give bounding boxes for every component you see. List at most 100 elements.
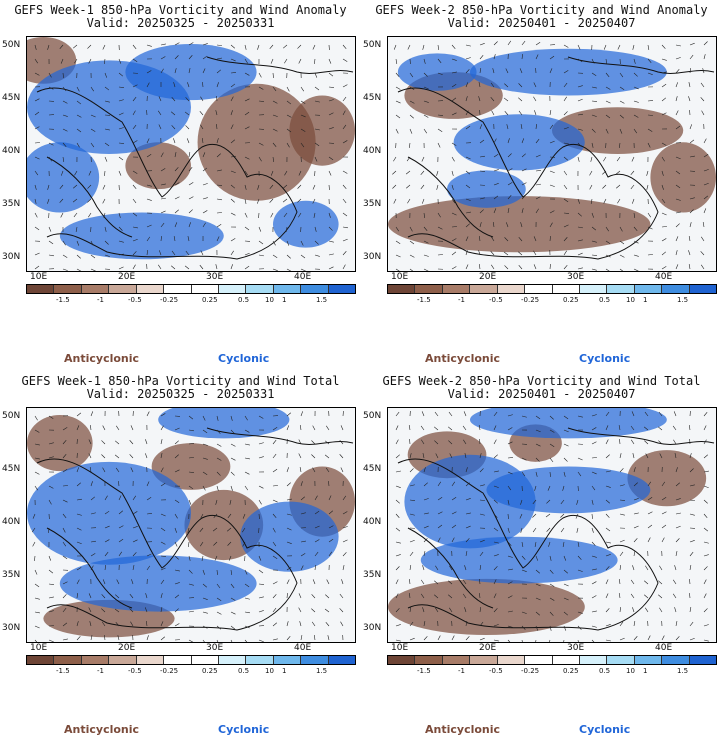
wind-arrow xyxy=(615,170,621,175)
wind-arrow xyxy=(272,439,277,445)
wind-arrow xyxy=(478,82,481,88)
colorbar-label: 1.5 xyxy=(677,296,689,304)
wind-arrow xyxy=(342,110,346,116)
colorbar-swatch xyxy=(136,656,165,664)
wind-arrow xyxy=(605,411,610,417)
wind-arrow xyxy=(521,195,526,200)
wind-arrow xyxy=(188,222,191,228)
wind-arrow xyxy=(341,579,344,585)
wind-arrow xyxy=(102,467,106,473)
colorbar-swatch xyxy=(136,285,165,293)
wind-arrow xyxy=(479,579,481,585)
wind-arrow xyxy=(406,156,411,162)
wind-arrow xyxy=(701,236,705,242)
wind-arrow xyxy=(503,251,509,256)
colorbar-swatch xyxy=(689,656,717,664)
wind-arrow xyxy=(202,471,208,475)
colorbar-swatch xyxy=(54,656,82,664)
wind-arrow xyxy=(300,481,303,487)
wind-arrow xyxy=(299,425,302,431)
wind-arrow xyxy=(88,212,92,218)
wind-arrow xyxy=(563,415,569,420)
wind-arrow xyxy=(633,482,638,487)
wind-arrow xyxy=(90,540,96,543)
wind-arrow xyxy=(535,597,541,601)
wind-arrow xyxy=(258,639,264,642)
wind-arrow xyxy=(31,527,36,533)
wind-arrow xyxy=(507,441,513,445)
wind-arrow xyxy=(563,569,569,574)
wind-arrow xyxy=(549,110,552,116)
wind-arrow xyxy=(244,184,247,190)
wind-arrow xyxy=(577,569,583,572)
wind-arrow xyxy=(436,184,439,190)
wind-arrow xyxy=(521,153,526,158)
wind-arrow xyxy=(518,110,523,116)
wind-arrow xyxy=(313,212,316,218)
wind-arrow xyxy=(311,440,316,445)
wind-arrow xyxy=(299,621,302,627)
colorbar-swatch xyxy=(273,656,302,664)
wind-arrow xyxy=(409,637,415,641)
wind-arrow xyxy=(118,240,124,243)
wind-arrow xyxy=(591,414,597,417)
wind-arrow xyxy=(479,499,485,501)
wind-arrow xyxy=(104,142,110,147)
wind-arrow xyxy=(465,110,469,116)
wind-arrow xyxy=(132,251,137,256)
colorbar-swatch xyxy=(388,285,416,293)
wind-arrow xyxy=(701,110,705,116)
wind-arrow xyxy=(216,457,222,461)
wind-arrow xyxy=(328,212,331,218)
wind-arrow xyxy=(633,636,638,641)
wind-arrow xyxy=(675,211,681,214)
wind-arrow xyxy=(298,170,302,176)
wind-arrow xyxy=(286,268,292,271)
wind-arrow xyxy=(131,579,134,585)
lon-label: 30E xyxy=(206,272,224,282)
wind-arrow xyxy=(90,240,94,246)
wind-arrow xyxy=(395,86,401,90)
wind-arrow xyxy=(675,482,680,487)
wind-arrow xyxy=(76,621,79,627)
wind-arrow xyxy=(104,128,110,131)
lat-label: 50N xyxy=(363,411,382,421)
wind-arrow xyxy=(563,212,570,214)
wind-arrow xyxy=(563,583,569,587)
anticyclonic-label: Anticyclonic xyxy=(425,352,501,365)
wind-arrow xyxy=(130,425,134,431)
wind-arrow xyxy=(34,625,40,629)
wind-arrow xyxy=(174,42,180,46)
wind-arrow xyxy=(174,541,178,547)
wind-arrow xyxy=(421,439,425,445)
wind-arrow xyxy=(132,212,138,217)
wind-arrow xyxy=(215,110,218,116)
wind-arrow xyxy=(451,524,457,529)
wind-arrow xyxy=(507,168,513,172)
wind-arrow xyxy=(104,72,108,78)
wind-arrow xyxy=(118,127,124,130)
wind-arrow xyxy=(202,197,208,200)
wind-arrow xyxy=(675,110,679,116)
wind-arrow xyxy=(618,579,621,585)
wind-arrow xyxy=(479,155,485,158)
wind-arrow xyxy=(464,607,467,613)
wind-arrow xyxy=(493,624,499,627)
wind-arrow xyxy=(129,440,134,445)
wind-arrow xyxy=(451,184,454,190)
wind-arrow xyxy=(395,268,400,271)
cyclonic-region xyxy=(420,536,618,584)
wind-arrow xyxy=(202,583,207,588)
wind-arrow xyxy=(549,639,551,642)
wind-arrow xyxy=(132,238,138,242)
wind-arrow xyxy=(507,568,513,571)
wind-arrow xyxy=(603,44,607,50)
wind-arrow xyxy=(200,124,204,130)
wind-arrow xyxy=(74,58,78,64)
wind-arrow xyxy=(48,156,52,162)
wind-arrow xyxy=(297,44,302,49)
wind-arrow xyxy=(146,411,150,417)
lat-label: 40N xyxy=(363,146,382,156)
wind-arrow xyxy=(645,453,649,459)
wind-arrow xyxy=(200,250,204,256)
